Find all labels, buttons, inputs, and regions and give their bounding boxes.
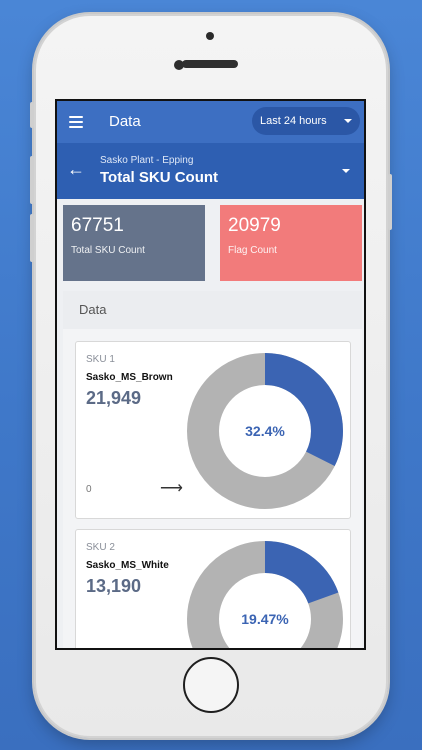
data-panel: Data SKU 1 Sasko_MS_Brown 21,949 0 ⟶ 32.…: [63, 291, 362, 648]
chevron-down-icon: [344, 119, 352, 123]
home-button[interactable]: [183, 657, 239, 713]
sku-label: SKU 1: [86, 354, 115, 365]
time-range-label: Last 24 hours: [260, 115, 327, 127]
time-range-dropdown[interactable]: Last 24 hours: [252, 107, 360, 135]
sku-donut-chart: 19.47%: [187, 541, 343, 648]
sku-donut-chart: 32.4%: [187, 353, 343, 509]
total-sku-card[interactable]: 67751 Total SKU Count: [63, 205, 205, 281]
flag-count-card[interactable]: 20979 Flag Count: [220, 205, 362, 281]
donut-segment: [187, 541, 343, 648]
sku-value: 21,949: [86, 388, 142, 408]
metric-selector[interactable]: ← Sasko Plant - Epping Total SKU Count: [57, 143, 364, 199]
stats-row: 67751 Total SKU Count 20979 Flag Count: [57, 199, 364, 283]
volume-down-button: [30, 214, 34, 262]
earpiece-speaker: [182, 60, 238, 68]
arrow-right-icon[interactable]: ⟶: [160, 480, 183, 497]
app-screen: Data Last 24 hours ← Sasko Plant - Eppin…: [55, 99, 366, 650]
mute-switch: [30, 102, 34, 128]
flag-count-label: Flag Count: [228, 245, 277, 256]
volume-up-button: [30, 156, 34, 204]
app-title: Data: [109, 113, 141, 130]
sku-card-2[interactable]: SKU 2 Sasko_MS_White 13,190 19.47%: [75, 529, 351, 648]
flag-count-value: 20979: [228, 215, 281, 236]
metric-title: Total SKU Count: [100, 169, 219, 186]
sensor-dot: [206, 32, 214, 40]
sku-label: SKU 2: [86, 542, 115, 553]
sku-card-1[interactable]: SKU 1 Sasko_MS_Brown 21,949 0 ⟶ 32.4%: [75, 341, 351, 519]
sku-zero-label: 0: [86, 484, 92, 495]
front-camera: [174, 60, 184, 70]
data-section-title: Data: [63, 291, 362, 329]
hamburger-menu-icon[interactable]: [69, 116, 83, 128]
back-arrow-icon[interactable]: ←: [67, 159, 85, 179]
donut-percent: 19.47%: [241, 611, 289, 627]
sku-name: Sasko_MS_Brown: [86, 372, 173, 383]
sku-value: 13,190: [86, 576, 142, 596]
app-bar: Data Last 24 hours: [57, 101, 364, 143]
total-sku-value: 67751: [71, 215, 124, 236]
donut-segment: [187, 353, 343, 509]
power-button: [388, 174, 392, 230]
donut-percent: 32.4%: [245, 423, 285, 439]
total-sku-label: Total SKU Count: [71, 245, 145, 256]
plant-name: Sasko Plant - Epping: [100, 155, 194, 166]
sku-name: Sasko_MS_White: [86, 560, 169, 571]
chevron-down-icon[interactable]: [342, 169, 350, 173]
